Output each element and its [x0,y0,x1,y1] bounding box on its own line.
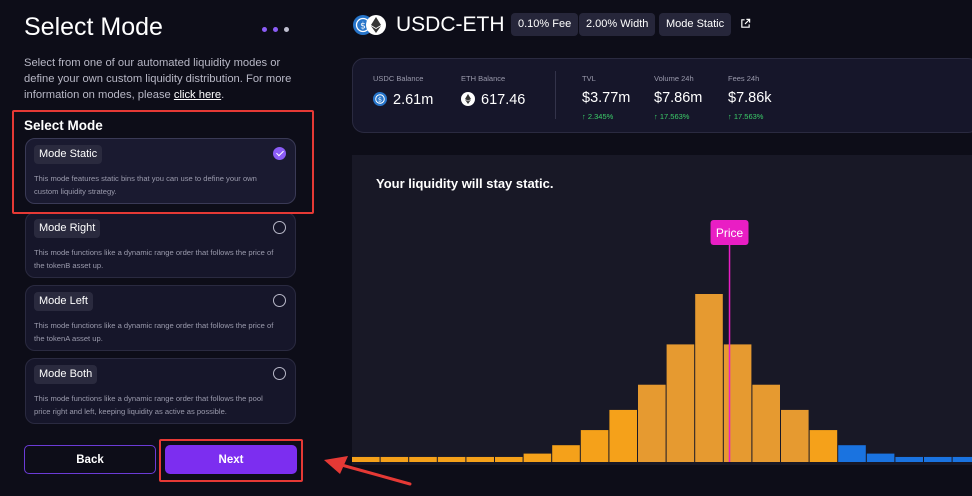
mode-description: This mode functions like a dynamic range… [34,394,263,416]
liquidity-bar [466,456,494,462]
token-pair-icon: $ [353,15,386,35]
mode-description: This mode functions like a dynamic range… [34,321,274,343]
chart-title: Your liquidity will stay static. [376,176,554,191]
mode-label: Mode Right [34,219,101,238]
mode-label: Mode Static [34,145,103,164]
width-chip: 2.00% Width [579,13,656,36]
tvl-value: $3.77m [582,90,631,106]
eth-icon [461,92,475,106]
stats-card: USDC Balance $ 2.61m ETH Balance 617.46 … [352,58,972,133]
usdc-balance-value: 2.61m [393,92,434,108]
mode-description: This mode functions like a dynamic range… [34,248,274,270]
external-link-icon[interactable] [740,18,751,29]
fees-value: $7.86k [728,90,772,106]
step-dot-3 [284,27,289,32]
liquidity-bar [752,384,780,462]
fee-chip: 0.10% Fee [511,13,579,36]
svg-text:$: $ [360,22,366,32]
liquidity-bar [409,456,437,462]
intro-text: Select from one of our automated liquidi… [24,55,296,103]
liquidity-bar [666,344,695,462]
highlight-box-mode [12,110,314,214]
volume-value: $7.86m [654,90,703,106]
liquidity-bar [895,456,923,462]
mode-card-both[interactable]: Mode Both This mode functions like a dyn… [25,358,296,424]
liquidity-bar [352,456,380,462]
page-title: Select Mode [24,13,163,41]
step-dot-1 [262,27,267,32]
volume-change: ↑ 17.563% [654,112,690,121]
pair-title: USDC-ETH [396,13,505,36]
usdc-icon: $ [373,92,387,106]
fees-change-value: 17.563% [733,112,764,121]
next-button[interactable]: Next [165,445,297,474]
step-dot-2 [273,27,278,32]
mode-label: Mode Left [34,292,93,311]
liquidity-bar [781,409,809,462]
liquidity-bar [723,344,752,462]
intro-body: Select from one of our automated liquidi… [24,57,292,101]
liquidity-bar [838,445,866,462]
section-title: Select Mode [24,118,103,133]
liquidity-bar [952,456,972,462]
liquidity-bars: Price [352,220,972,462]
check-icon[interactable] [273,147,286,160]
liquidity-bar [552,445,580,462]
eth-balance-value: 617.46 [481,92,526,108]
radio-icon[interactable] [273,294,286,307]
tvl-label: TVL [582,74,596,83]
usdc-balance-label: USDC Balance [373,74,424,83]
fees-change: ↑ 17.563% [728,112,764,121]
volume-change-value: 17.563% [659,112,690,121]
step-indicator [262,27,289,32]
liquidity-bar [866,453,895,462]
liquidity-bar [638,384,666,462]
eth-balance-label: ETH Balance [461,74,506,83]
price-label: Price [716,226,744,240]
liquidity-bar [580,430,609,462]
liquidity-bar [437,456,466,462]
fees-label: Fees 24h [728,74,760,83]
mode-card-left[interactable]: Mode Left This mode functions like a dyn… [25,285,296,351]
liquidity-bar [809,430,838,462]
tvl-change-value: 2.345% [587,112,614,121]
highlight-box-next [159,439,303,482]
price-tag [710,220,749,245]
tvl-change: ↑ 2.345% [582,112,614,121]
liquidity-bar [924,456,952,462]
intro-end: . [221,89,225,101]
click-here-link[interactable]: click here [173,89,222,101]
mode-card-right[interactable]: Mode Right This mode functions like a dy… [25,212,296,278]
mode-label: Mode Both [34,365,98,384]
annotation-arrow-icon [324,456,412,486]
radio-icon[interactable] [273,367,286,380]
stats-divider [555,71,556,119]
radio-icon[interactable] [273,221,286,234]
mode-chip: Mode Static [659,13,732,36]
liquidity-bar [523,453,552,462]
mode-description: This mode features static bins that you … [34,174,257,196]
back-button[interactable]: Back [24,445,156,474]
liquidity-bar [380,456,409,462]
liquidity-bar [609,409,637,462]
liquidity-bar [495,456,523,462]
volume-label: Volume 24h [654,74,694,83]
svg-text:$: $ [378,96,382,104]
mode-card-static[interactable]: Mode Static This mode features static bi… [25,138,296,204]
liquidity-chart: Your liquidity will stay static. Price [352,155,972,465]
liquidity-bar [695,294,723,462]
